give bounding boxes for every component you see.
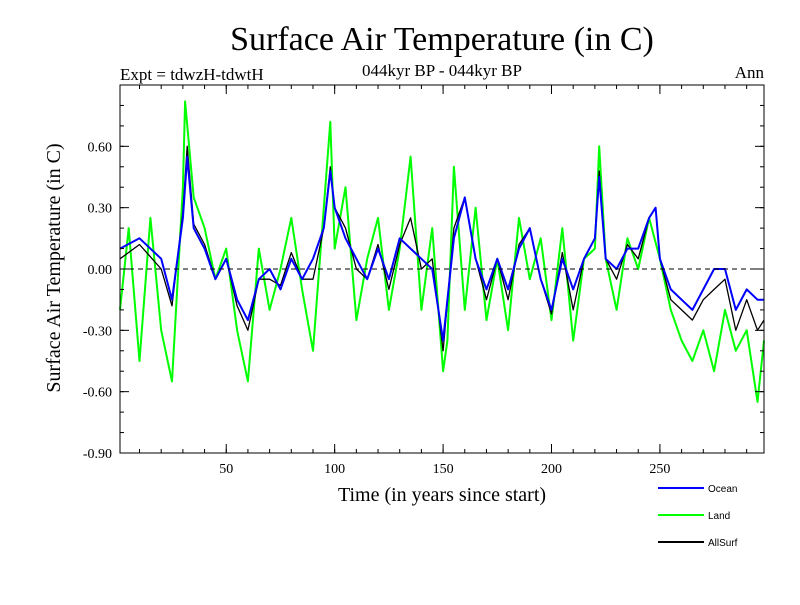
axis-layer: -0.90 -0.60 -0.30 0.00 0.30 0.60 50 100 150 200 25…	[83, 84, 764, 477]
legend-label-land: Land	[708, 511, 730, 522]
chart-title: Surface Air Temperature (in C)	[230, 21, 654, 58]
x-tick-label: 150	[433, 462, 454, 477]
plot-frame	[119, 84, 765, 454]
series-line-ocean	[119, 155, 764, 342]
experiment-label: Expt = tdwzH-tdwtH	[120, 65, 264, 84]
series-line-allsurf	[119, 145, 765, 352]
y-tick-label: -0.60	[83, 386, 112, 401]
legend-label-ocean: Ocean	[708, 484, 737, 495]
y-tick-label: -0.30	[83, 324, 112, 339]
y-axis-label: Surface Air Temperature (in C)	[43, 143, 65, 392]
x-tick-label: 50	[219, 462, 233, 477]
x-tick-label: 100	[324, 462, 345, 477]
chart-subtitle: 044kyr BP - 044kyr BP	[362, 61, 522, 80]
y-tick-label: 0.30	[88, 202, 113, 217]
legend-label-allsurf: AllSurf	[708, 538, 738, 549]
x-axis-label: Time (in years since start)	[338, 484, 546, 506]
series-line-land	[119, 100, 765, 403]
x-tick-label: 200	[541, 462, 562, 477]
y-tick-label: 0.60	[88, 140, 113, 155]
legend: Ocean Land AllSurf	[658, 484, 738, 549]
y-tick-label: 0.00	[88, 263, 113, 278]
series-layer	[119, 100, 765, 403]
y-tick-label: -0.90	[83, 447, 112, 462]
season-label: Ann	[735, 63, 765, 82]
x-tick-label: 250	[649, 462, 670, 477]
